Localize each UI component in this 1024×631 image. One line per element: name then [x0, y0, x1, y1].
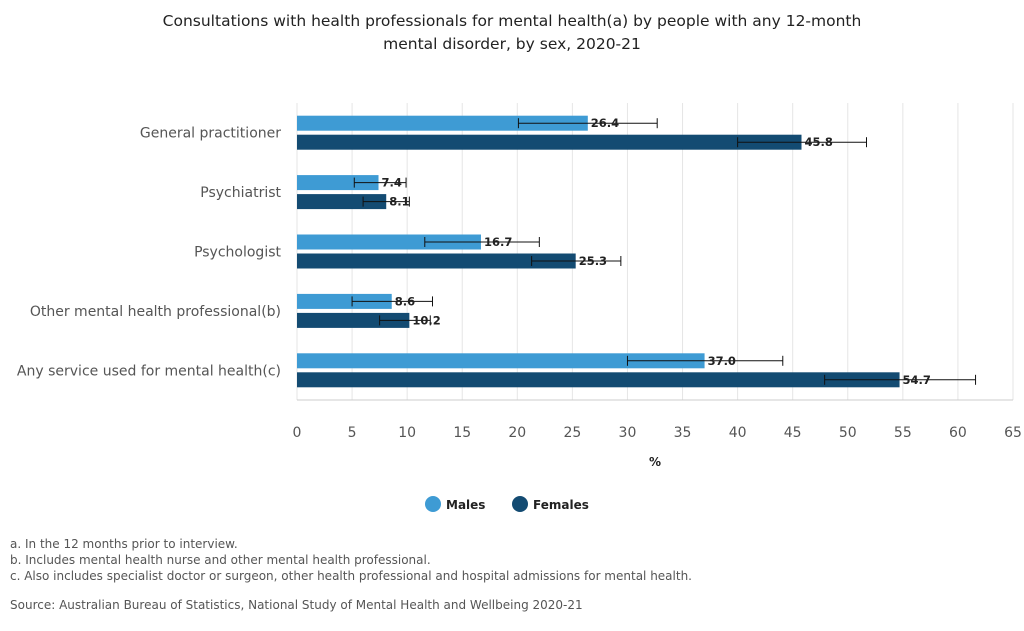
category-label: Psychiatrist [200, 185, 281, 201]
data-label: 25.3 [579, 254, 607, 268]
x-tick-label: 50 [839, 425, 857, 441]
legend-swatch-females [512, 496, 528, 512]
error-bar [424, 237, 540, 247]
bar-females-1 [297, 194, 387, 210]
bar-females-0 [297, 134, 802, 150]
x-tick-label: 10 [398, 425, 416, 441]
x-tick-label: 65 [1004, 425, 1022, 441]
gridlines [296, 103, 1014, 401]
error-bar [379, 315, 431, 326]
category-label: Psychologist [194, 245, 281, 261]
x-tick-label: 55 [894, 425, 912, 441]
data-label: 45.8 [805, 135, 833, 149]
data-label: 37.0 [708, 354, 736, 368]
bar-chart: 26.4 45.8 7.4 8.1 16.7 25.3 8.6 10.2 37.0 54.7 Ge… [17, 103, 1022, 512]
chart-title: Consultations with health professionals … [162, 12, 862, 53]
x-tick-label: 20 [508, 425, 526, 441]
legend-label: Females [533, 498, 589, 512]
legend-item-males[interactable]: Males [425, 496, 485, 512]
x-tick-label: 40 [729, 425, 747, 441]
error-bar [353, 177, 407, 188]
footnote-b: b. Includes mental health nurse and othe… [10, 553, 431, 567]
data-label: 10.2 [412, 313, 440, 327]
bar-males-1 [297, 175, 379, 191]
x-axis-label: % [649, 455, 661, 469]
x-tick-label: 30 [619, 425, 637, 441]
x-tick-label: 5 [348, 425, 357, 441]
data-label: 54.7 [903, 373, 931, 387]
data-label: 26.4 [591, 116, 619, 130]
legend: Males Females [425, 496, 589, 512]
error-bar [626, 355, 784, 366]
category-label: General practitioner [140, 126, 281, 142]
x-tick-label: 45 [784, 425, 802, 441]
x-tick-label: 35 [674, 425, 692, 441]
legend-swatch-males [425, 496, 441, 512]
bar-females-4 [297, 372, 900, 388]
data-label: 8.1 [389, 195, 409, 209]
error-bar [362, 196, 410, 207]
data-label: 16.7 [484, 235, 512, 249]
error-bar [351, 296, 433, 307]
bar-males-0 [297, 115, 588, 131]
footnote-c: c. Also includes specialist doctor or su… [10, 569, 692, 583]
category-label: Other mental health professional(b) [30, 304, 281, 320]
x-tick-label: 60 [949, 425, 967, 441]
bar-females-2 [297, 253, 576, 269]
bars [297, 115, 900, 388]
footnotes: a. In the 12 months prior to interview. … [10, 536, 692, 584]
error-bar [737, 137, 867, 148]
error-bars [351, 118, 977, 385]
x-axis-ticks: 0 5 10 15 20 25 30 35 40 45 50 55 60 65 [293, 425, 1022, 441]
category-labels: General practitioner Psychiatrist Psycholo… [17, 126, 282, 380]
error-bar [517, 118, 658, 129]
bar-males-3 [297, 293, 392, 309]
data-labels: 26.4 45.8 7.4 8.1 16.7 25.3 8.6 10.2 37.0 54.7 [382, 116, 931, 387]
footnote-a: a. In the 12 months prior to interview. [10, 537, 238, 551]
error-bar [531, 256, 622, 266]
bar-males-2 [297, 234, 481, 250]
category-label: Any service used for mental health(c) [17, 363, 281, 379]
x-tick-label: 25 [563, 425, 581, 441]
bar-females-3 [297, 312, 410, 328]
data-label: 7.4 [382, 176, 402, 190]
bar-males-4 [297, 353, 705, 369]
data-label: 8.6 [395, 294, 415, 308]
x-tick-label: 15 [453, 425, 471, 441]
legend-label: Males [446, 498, 485, 512]
source-note: Source: Australian Bureau of Statistics,… [10, 598, 583, 612]
x-tick-label: 0 [293, 425, 302, 441]
legend-item-females[interactable]: Females [512, 496, 589, 512]
error-bar [824, 374, 977, 385]
